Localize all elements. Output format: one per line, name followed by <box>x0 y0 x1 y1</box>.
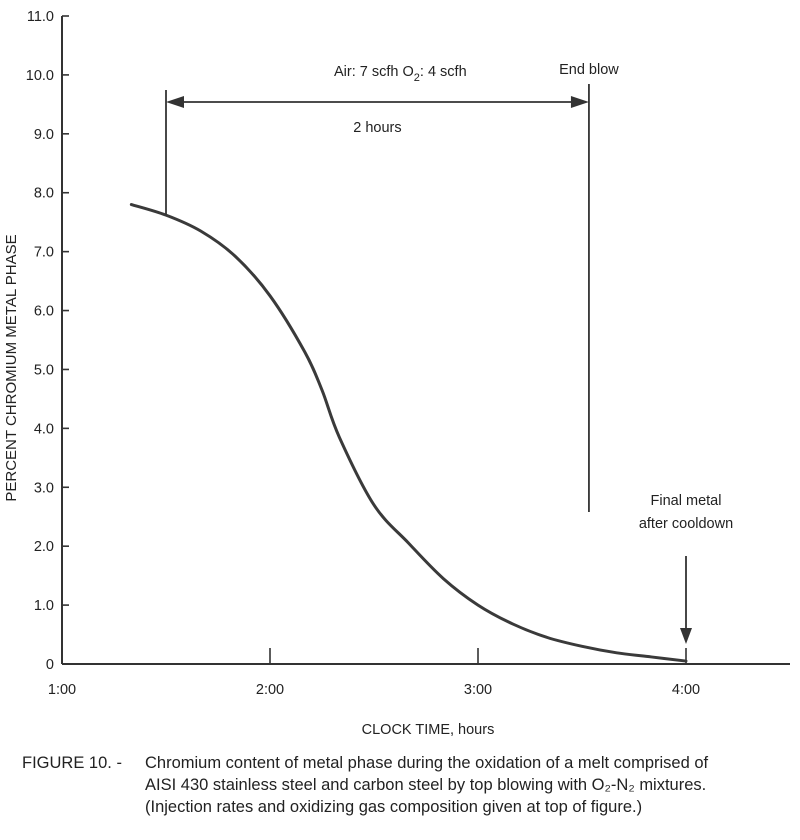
end-blow-label: End blow <box>559 62 619 78</box>
after-cooldown-label: after cooldown <box>639 516 733 532</box>
y-tick-label: 11.0 <box>27 9 54 25</box>
figure-caption: FIGURE 10. - Chromium content of metal ph… <box>22 752 792 818</box>
y-axis-label: PERCENT CHROMIUM METAL PHASE <box>3 234 20 501</box>
y-tick-label: 9.0 <box>34 127 54 143</box>
chart-axes <box>61 16 790 665</box>
gas-rate-label: Air: 7 scfh O2: 4 scfh <box>334 64 467 84</box>
y-tick-label: 0 <box>46 657 54 673</box>
chart-annotations: Air: 7 scfh O2: 4 scfh 2 hours End blow Fin… <box>165 62 733 644</box>
duration-arrow-right-head <box>570 96 589 108</box>
chart: 0 1.0 2.0 3.0 4.0 5.0 6.0 7.0 8.0 9.0 10.0 11.0 1:00… <box>3 9 790 738</box>
caption-line-3: (Injection rates and oxidizing gas compo… <box>145 798 643 816</box>
y-tick-label: 8.0 <box>34 186 54 202</box>
y-tick-label: 3.0 <box>34 480 54 496</box>
y-tick-label: 5.0 <box>34 362 54 378</box>
x-tick-label: 3:00 <box>464 682 492 698</box>
y-tick-label: 2.0 <box>34 539 54 555</box>
y-tick-label: 6.0 <box>34 304 54 320</box>
duration-arrow-left-head <box>166 96 184 108</box>
x-tick-label: 4:00 <box>672 682 700 698</box>
y-tick-label: 10.0 <box>26 68 54 84</box>
caption-head: FIGURE 10. - <box>22 754 122 772</box>
x-tick-label: 2:00 <box>256 682 284 698</box>
final-arrow-head <box>680 628 692 644</box>
caption-line-2: AISI 430 stainless steel and carbon stee… <box>145 776 707 794</box>
x-axis-label: CLOCK TIME, hours <box>362 722 495 738</box>
x-tick-label: 1:00 <box>48 682 76 698</box>
series-line <box>129 203 688 663</box>
chart-ticks: 0 1.0 2.0 3.0 4.0 5.0 6.0 7.0 8.0 9.0 10.0 11.0 1:00… <box>26 9 700 698</box>
y-tick-label: 4.0 <box>34 421 54 437</box>
caption-line-1: Chromium content of metal phase during t… <box>145 754 709 772</box>
chart-series <box>129 203 688 663</box>
duration-label: 2 hours <box>353 120 401 136</box>
final-metal-label: Final metal <box>651 493 722 509</box>
y-tick-label: 1.0 <box>34 598 54 614</box>
y-tick-label: 7.0 <box>34 245 54 261</box>
